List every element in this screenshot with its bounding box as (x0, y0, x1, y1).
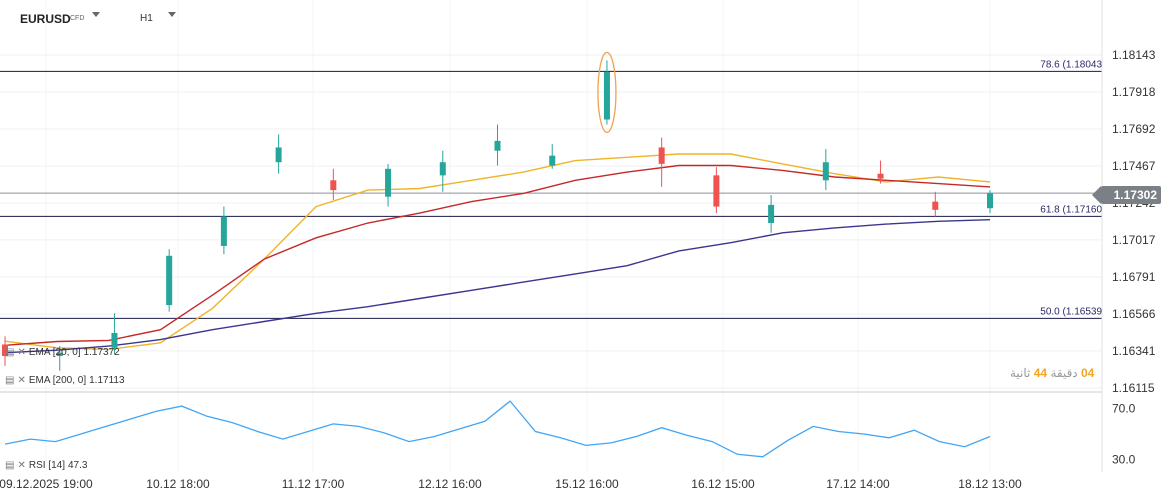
candle-body (166, 255, 173, 306)
countdown-seconds-unit: ثانية (1010, 366, 1031, 380)
candle-body (439, 162, 446, 176)
rsi-value: 47.3 (67, 460, 88, 471)
fib-level-label: 61.8 (1.17160 (1040, 204, 1102, 215)
fib-level-label: 78.6 (1.18043 (1040, 59, 1102, 70)
x-tick-label: 18.12 13:00 (958, 477, 1022, 491)
y-tick-label: 1.17467 (1112, 159, 1156, 173)
timeframe-selector[interactable]: H1 (140, 13, 153, 24)
candle-body (713, 175, 720, 207)
candle-body (603, 71, 610, 120)
y-tick-label: 1.16115 (1112, 381, 1155, 395)
y-tick-label: 1.16791 (1112, 270, 1156, 284)
current-price-tag: 1.17302 (1092, 186, 1161, 204)
y-tick-label: 1.16566 (1112, 307, 1156, 321)
candle-body (658, 147, 665, 164)
settings-icon[interactable]: ▤ (5, 347, 15, 358)
y-tick-label: 1.17017 (1112, 233, 1156, 247)
fib-level-label: 50.0 (1.16539 (1040, 306, 1102, 317)
x-tick-label: 15.12 16:00 (555, 477, 619, 491)
ema20-label: EMA [20, 0] (28, 347, 81, 358)
rsi-tick-label: 30.0 (1112, 452, 1136, 466)
candle-body (987, 193, 993, 209)
indicator-legend-rsi: ▤ ✕ RSI [14] 47.3 (5, 460, 87, 471)
candle-body (330, 180, 337, 191)
candle-body (385, 168, 392, 197)
ema200-label: EMA [200, 0] (28, 375, 87, 386)
y-tick-label: 1.16341 (1112, 344, 1156, 358)
y-tick-label: 1.17692 (1112, 122, 1156, 136)
remove-icon[interactable]: ✕ (17, 347, 26, 358)
ema20-value: 1.17372 (83, 347, 120, 358)
remove-icon[interactable]: ✕ (17, 460, 26, 471)
candle-body (768, 204, 775, 223)
candle-body (494, 140, 501, 151)
countdown-minutes-unit: دقيقة (1050, 366, 1078, 380)
x-tick-label: 12.12 16:00 (418, 477, 482, 491)
candle-body (111, 332, 118, 348)
candle-countdown: 04 دقيقة 44 ثانية (1010, 366, 1094, 380)
rsi-line (4, 400, 991, 458)
symbol-dropdown-icon[interactable] (92, 12, 100, 17)
y-tick-label: 1.18143 (1112, 48, 1156, 62)
candle-body (56, 352, 63, 356)
x-tick-label: 10.12 18:00 (146, 477, 210, 491)
y-tick-label: 1.17918 (1112, 85, 1156, 99)
symbol-type-label: CFD (70, 15, 85, 22)
highlight-ellipse (597, 51, 617, 134)
symbol-selector[interactable]: EURUSD (20, 12, 71, 26)
ema200-value: 1.17113 (89, 375, 125, 386)
indicator-legend-ema200: ▤ ✕ EMA [200, 0] 1.17113 (5, 375, 125, 386)
x-tick-label: 09.12.2025 19:00 (0, 477, 93, 491)
timeframe-dropdown-icon[interactable] (168, 12, 176, 17)
ema-line-0 (4, 153, 991, 351)
candle-body (2, 344, 8, 356)
settings-icon[interactable]: ▤ (5, 375, 15, 386)
chart-toolbar: EURUSD CFD H1 (0, 0, 300, 30)
countdown-minutes: 04 (1081, 366, 1095, 380)
candle-body (877, 173, 884, 179)
settings-icon[interactable]: ▤ (5, 460, 15, 471)
candle-body (220, 216, 227, 246)
ema-line-2 (4, 219, 991, 354)
x-tick-label: 11.12 17:00 (282, 477, 345, 491)
candle-body (932, 201, 939, 210)
countdown-seconds: 44 (1033, 366, 1048, 380)
candle-body (549, 155, 556, 166)
candle-body (275, 147, 282, 163)
rsi-label: RSI [14] (28, 460, 65, 471)
x-tick-label: 17.12 14:00 (826, 477, 890, 491)
x-tick-label: 16.12 15:00 (691, 477, 755, 491)
remove-icon[interactable]: ✕ (17, 375, 26, 386)
rsi-tick-label: 70.0 (1112, 402, 1136, 416)
indicator-legend-ema20: ▤ ✕ EMA [20, 0] 1.17372 (5, 347, 120, 358)
candle-body (822, 162, 829, 181)
